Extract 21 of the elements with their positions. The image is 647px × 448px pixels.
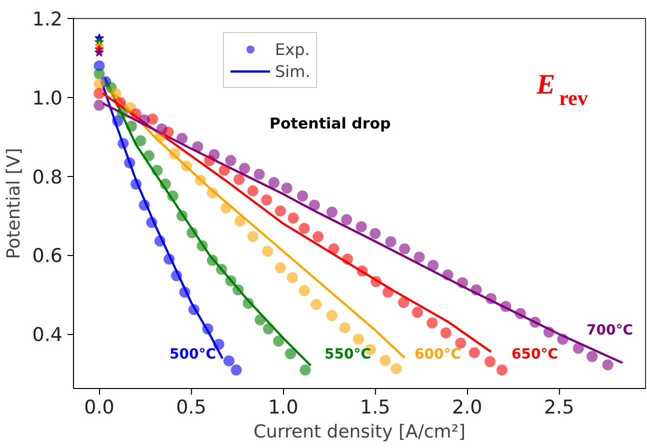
annotation: 550°C [324,346,371,362]
legend-label: Exp. [275,40,310,58]
y-tick-label: 1.0 [32,87,62,110]
annotation: Potential drop [270,114,392,132]
y-tick-label: 0.4 [32,324,62,346]
x-tick-label: 0.0 [84,396,114,418]
x-axis-title: Current density [A/cm²] [253,422,466,442]
annotation: 650°C [512,346,558,362]
legend-label: Sim. [275,62,310,80]
y-axis-title: Potential [V] [3,148,24,259]
annotation: 600°C [414,346,461,362]
y-tick-label: 1.2 [32,8,62,30]
annotation: 700°C [586,322,633,338]
x-tick-label: 1.5 [360,396,390,418]
x-tick-label: 0.5 [176,396,206,418]
y-tick-label: 0.8 [32,166,62,188]
x-tick-label: 2.5 [544,396,574,418]
x-tick-label: 1.0 [268,396,298,418]
x-tick-label: 2.0 [452,396,482,418]
y-tick-label: 0.6 [32,245,62,268]
annotation: 500°C [170,346,216,362]
